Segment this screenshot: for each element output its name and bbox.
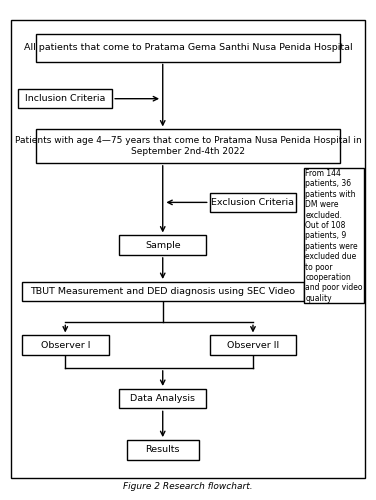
Text: Figure 2 Research flowchart.: Figure 2 Research flowchart.	[123, 482, 253, 492]
FancyBboxPatch shape	[127, 440, 199, 460]
Text: Results: Results	[146, 446, 180, 454]
FancyBboxPatch shape	[120, 389, 206, 408]
Text: Sample: Sample	[145, 240, 180, 250]
Text: TBUT Measurement and DED diagnosis using SEC Video: TBUT Measurement and DED diagnosis using…	[30, 287, 295, 296]
FancyBboxPatch shape	[210, 192, 296, 212]
FancyBboxPatch shape	[305, 168, 364, 304]
Text: From 144
patients, 36
patients with
DM were
excluded.
Out of 108
patients, 9
pat: From 144 patients, 36 patients with DM w…	[305, 169, 363, 303]
Text: Inclusion Criteria: Inclusion Criteria	[25, 94, 105, 103]
FancyBboxPatch shape	[36, 130, 340, 163]
Text: Observer II: Observer II	[227, 340, 279, 349]
FancyBboxPatch shape	[36, 34, 340, 62]
FancyBboxPatch shape	[22, 336, 109, 355]
Text: Observer I: Observer I	[41, 340, 90, 349]
Text: Patients with age 4—75 years that come to Pratama Nusa Penida Hospital in
Septem: Patients with age 4—75 years that come t…	[15, 136, 361, 156]
Text: Data Analysis: Data Analysis	[130, 394, 195, 403]
FancyBboxPatch shape	[22, 282, 303, 302]
FancyBboxPatch shape	[120, 236, 206, 255]
Text: Exclusion Criteria: Exclusion Criteria	[211, 198, 294, 207]
FancyBboxPatch shape	[18, 89, 112, 108]
Text: All patients that come to Pratama Gema Santhi Nusa Penida Hospital: All patients that come to Pratama Gema S…	[24, 43, 352, 52]
FancyBboxPatch shape	[210, 336, 296, 355]
